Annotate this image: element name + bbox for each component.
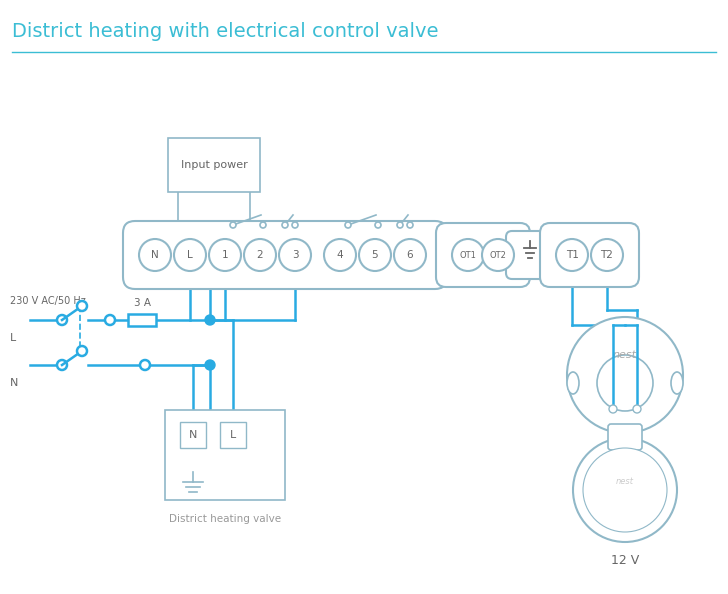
FancyBboxPatch shape — [436, 223, 530, 287]
Circle shape — [597, 355, 653, 411]
Circle shape — [140, 360, 150, 370]
Circle shape — [583, 448, 667, 532]
Circle shape — [77, 301, 87, 311]
Circle shape — [57, 360, 67, 370]
FancyBboxPatch shape — [128, 314, 156, 326]
Circle shape — [375, 222, 381, 228]
FancyBboxPatch shape — [540, 223, 639, 287]
Circle shape — [556, 239, 588, 271]
Text: District heating with electrical control valve: District heating with electrical control… — [12, 22, 438, 41]
Circle shape — [244, 239, 276, 271]
Ellipse shape — [671, 372, 683, 394]
Circle shape — [230, 222, 236, 228]
Circle shape — [573, 438, 677, 542]
Circle shape — [394, 239, 426, 271]
Text: 12 V: 12 V — [611, 554, 639, 567]
Text: 1: 1 — [222, 250, 229, 260]
Circle shape — [174, 239, 206, 271]
Circle shape — [292, 222, 298, 228]
FancyBboxPatch shape — [506, 231, 554, 279]
Text: OT1: OT1 — [459, 251, 476, 260]
Circle shape — [77, 346, 87, 356]
Ellipse shape — [567, 372, 579, 394]
Circle shape — [407, 222, 413, 228]
Circle shape — [345, 222, 351, 228]
Circle shape — [359, 239, 391, 271]
Text: District heating valve: District heating valve — [169, 514, 281, 524]
FancyBboxPatch shape — [220, 422, 246, 448]
Circle shape — [279, 239, 311, 271]
Text: L: L — [187, 250, 193, 260]
Circle shape — [591, 239, 623, 271]
Text: nest: nest — [616, 478, 634, 486]
Circle shape — [57, 315, 67, 325]
Text: OT2: OT2 — [489, 251, 507, 260]
Text: 3 A: 3 A — [133, 298, 151, 308]
Text: L: L — [230, 430, 236, 440]
FancyBboxPatch shape — [608, 424, 642, 450]
Text: 6: 6 — [407, 250, 414, 260]
Circle shape — [260, 222, 266, 228]
Text: T2: T2 — [601, 250, 614, 260]
Circle shape — [139, 239, 171, 271]
Circle shape — [633, 405, 641, 413]
Circle shape — [205, 315, 215, 325]
FancyBboxPatch shape — [168, 138, 260, 192]
Circle shape — [609, 405, 617, 413]
Text: N: N — [151, 250, 159, 260]
Circle shape — [567, 317, 683, 433]
Circle shape — [209, 239, 241, 271]
FancyBboxPatch shape — [123, 221, 447, 289]
Text: 2: 2 — [257, 250, 264, 260]
Circle shape — [452, 239, 484, 271]
Circle shape — [482, 239, 514, 271]
Text: 3: 3 — [292, 250, 298, 260]
Text: 230 V AC/50 Hz: 230 V AC/50 Hz — [10, 296, 86, 306]
Circle shape — [397, 222, 403, 228]
Circle shape — [324, 239, 356, 271]
Text: 4: 4 — [336, 250, 344, 260]
Circle shape — [205, 360, 215, 370]
Text: L: L — [10, 333, 16, 343]
Circle shape — [105, 315, 115, 325]
Circle shape — [282, 222, 288, 228]
FancyBboxPatch shape — [165, 410, 285, 500]
Text: Input power: Input power — [181, 160, 248, 170]
Text: T1: T1 — [566, 250, 579, 260]
Text: nest: nest — [613, 350, 637, 360]
Text: N: N — [189, 430, 197, 440]
Text: 5: 5 — [372, 250, 379, 260]
Text: N: N — [10, 378, 18, 388]
FancyBboxPatch shape — [180, 422, 206, 448]
